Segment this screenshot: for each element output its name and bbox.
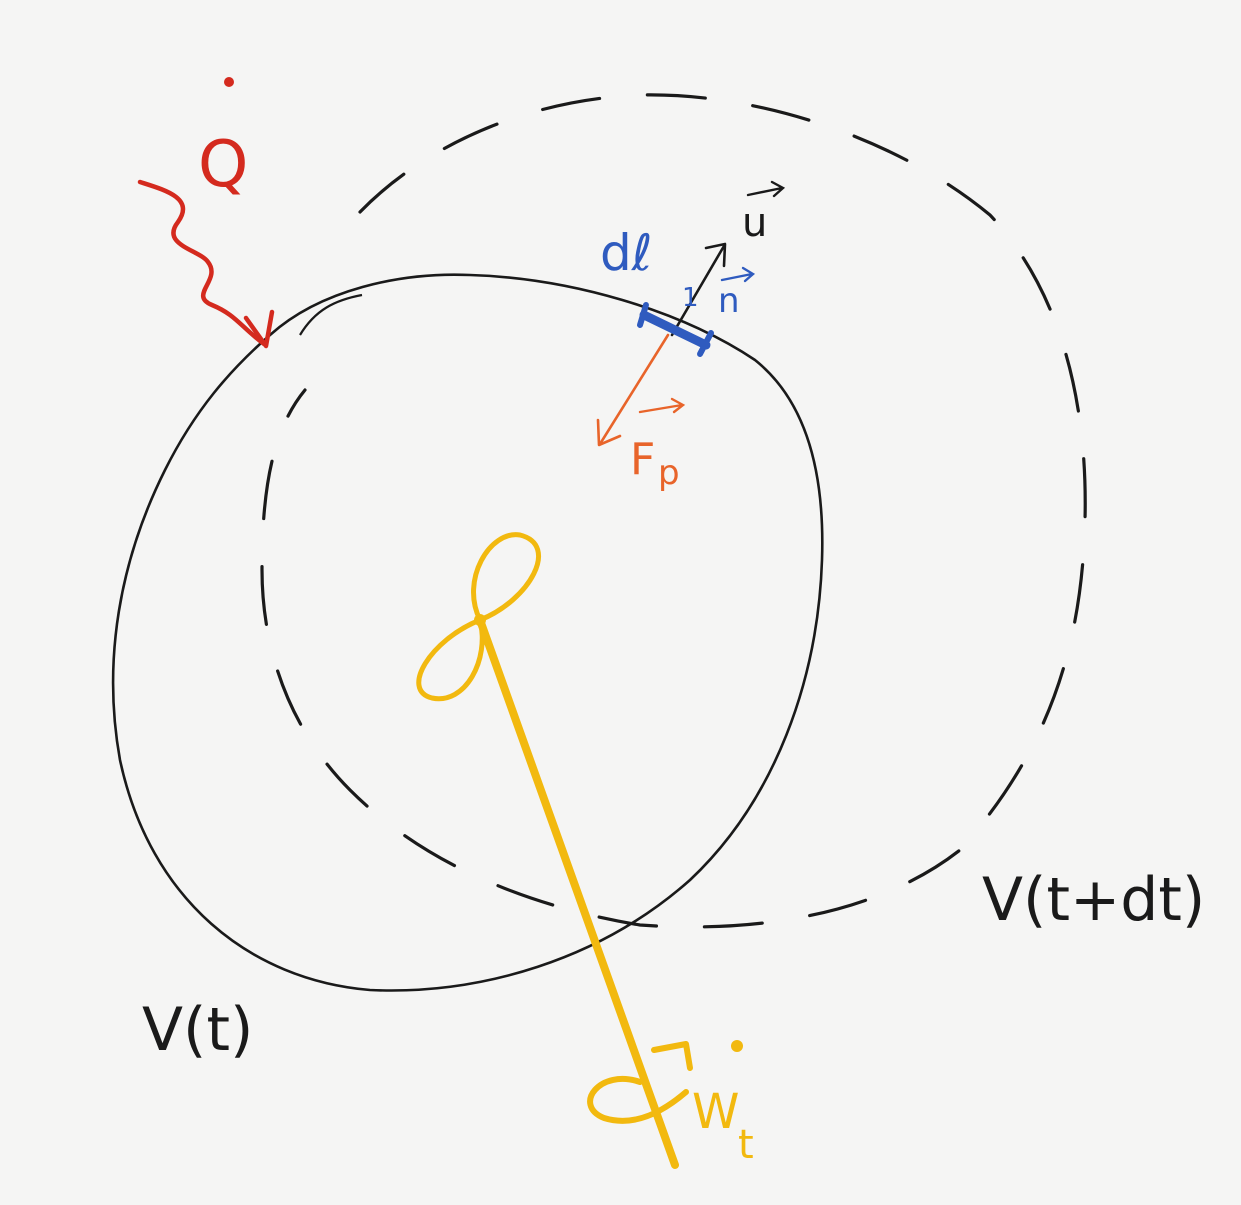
volume-t-label: V(t) bbox=[142, 995, 253, 1065]
volume-t-dt-label: V(t+dt) bbox=[982, 865, 1205, 935]
heat-label: Q bbox=[198, 128, 248, 202]
pressure-force-arrow-icon bbox=[596, 333, 670, 447]
normal-label: n bbox=[718, 281, 740, 321]
normal-vector-hat-icon bbox=[720, 266, 756, 283]
work-rate-dot bbox=[731, 1040, 743, 1052]
surface-element-label: dℓ bbox=[600, 224, 652, 282]
surface-element-marker bbox=[637, 302, 714, 357]
velocity-arrow-icon bbox=[670, 242, 727, 337]
shaft bbox=[476, 616, 679, 1169]
work-subscript: t bbox=[738, 1122, 754, 1168]
pressure-force-subscript: p bbox=[658, 453, 680, 493]
rotation-arrow-icon bbox=[587, 1041, 693, 1124]
pressure-force-label: F bbox=[630, 434, 655, 485]
volume-t-dt-boundary bbox=[260, 93, 1087, 929]
heat-rate-dot bbox=[224, 77, 234, 87]
surface-overlap-arc bbox=[299, 293, 363, 336]
pressure-vector-hat-icon bbox=[638, 397, 686, 414]
volume-t-boundary bbox=[111, 273, 824, 992]
heat-arrow-icon bbox=[137, 179, 275, 349]
work-label: W bbox=[692, 1084, 739, 1140]
normal-prefix: 1 bbox=[682, 283, 699, 313]
velocity-vector-hat-icon bbox=[746, 180, 786, 198]
velocity-label: u bbox=[742, 200, 767, 246]
